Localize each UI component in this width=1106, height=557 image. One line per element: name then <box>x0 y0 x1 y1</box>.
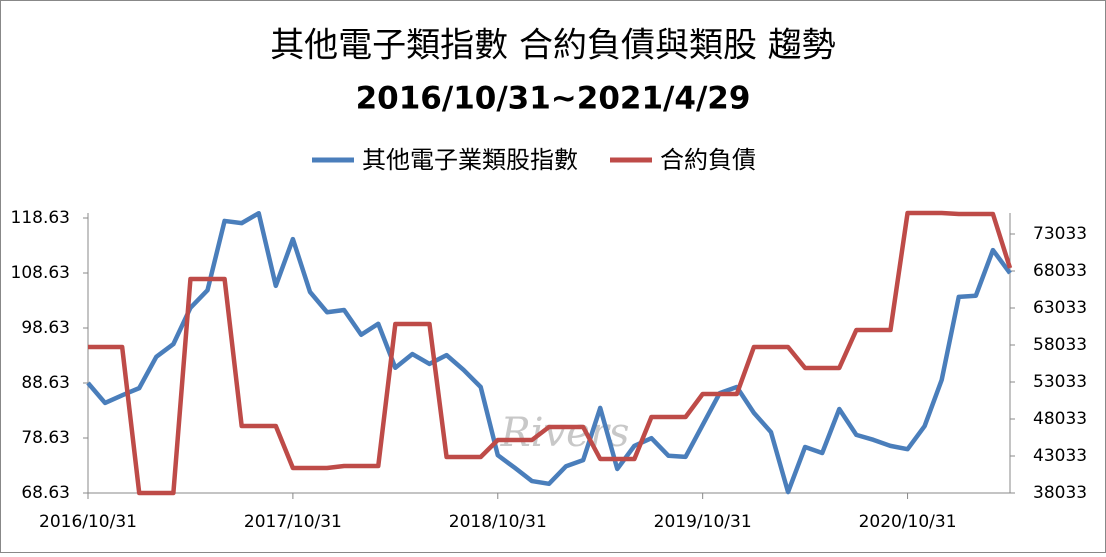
y2-tick-label: 73033 <box>1033 224 1087 244</box>
x-tick-label: 2019/10/31 <box>654 512 752 532</box>
y2-tick-label: 58033 <box>1033 335 1087 355</box>
chart-subtitle: 2016/10/31~2021/4/29 <box>356 81 751 117</box>
y-tick-label: 68.63 <box>21 483 70 503</box>
x-tick-label: 2017/10/31 <box>244 512 342 532</box>
y-tick-label: 78.63 <box>21 428 70 448</box>
x-tick-label: 2018/10/31 <box>449 512 547 532</box>
y2-tick-label: 53033 <box>1033 372 1087 392</box>
y2-tick-label: 38033 <box>1033 483 1087 503</box>
series-line <box>86 210 1012 495</box>
y2-tick-label: 48033 <box>1033 409 1087 429</box>
y-tick-label: 108.63 <box>11 263 70 283</box>
x-tick-label: 2020/10/31 <box>859 512 957 532</box>
y-tick-label: 88.63 <box>21 373 70 393</box>
legend-label: 其他電子業類股指數 <box>362 146 578 174</box>
legend-label: 合約負債 <box>660 146 756 174</box>
y-tick-label: 98.63 <box>21 318 70 338</box>
y2-tick-label: 68033 <box>1033 261 1087 281</box>
y2-tick-label: 43033 <box>1033 446 1087 466</box>
y-tick-label: 118.63 <box>11 208 70 228</box>
chart-title: 其他電子類指數 合約負債與類股 趨勢 <box>270 26 836 66</box>
x-tick-label: 2016/10/31 <box>39 512 137 532</box>
y2-tick-label: 63033 <box>1033 298 1087 318</box>
series-line <box>88 210 1013 496</box>
